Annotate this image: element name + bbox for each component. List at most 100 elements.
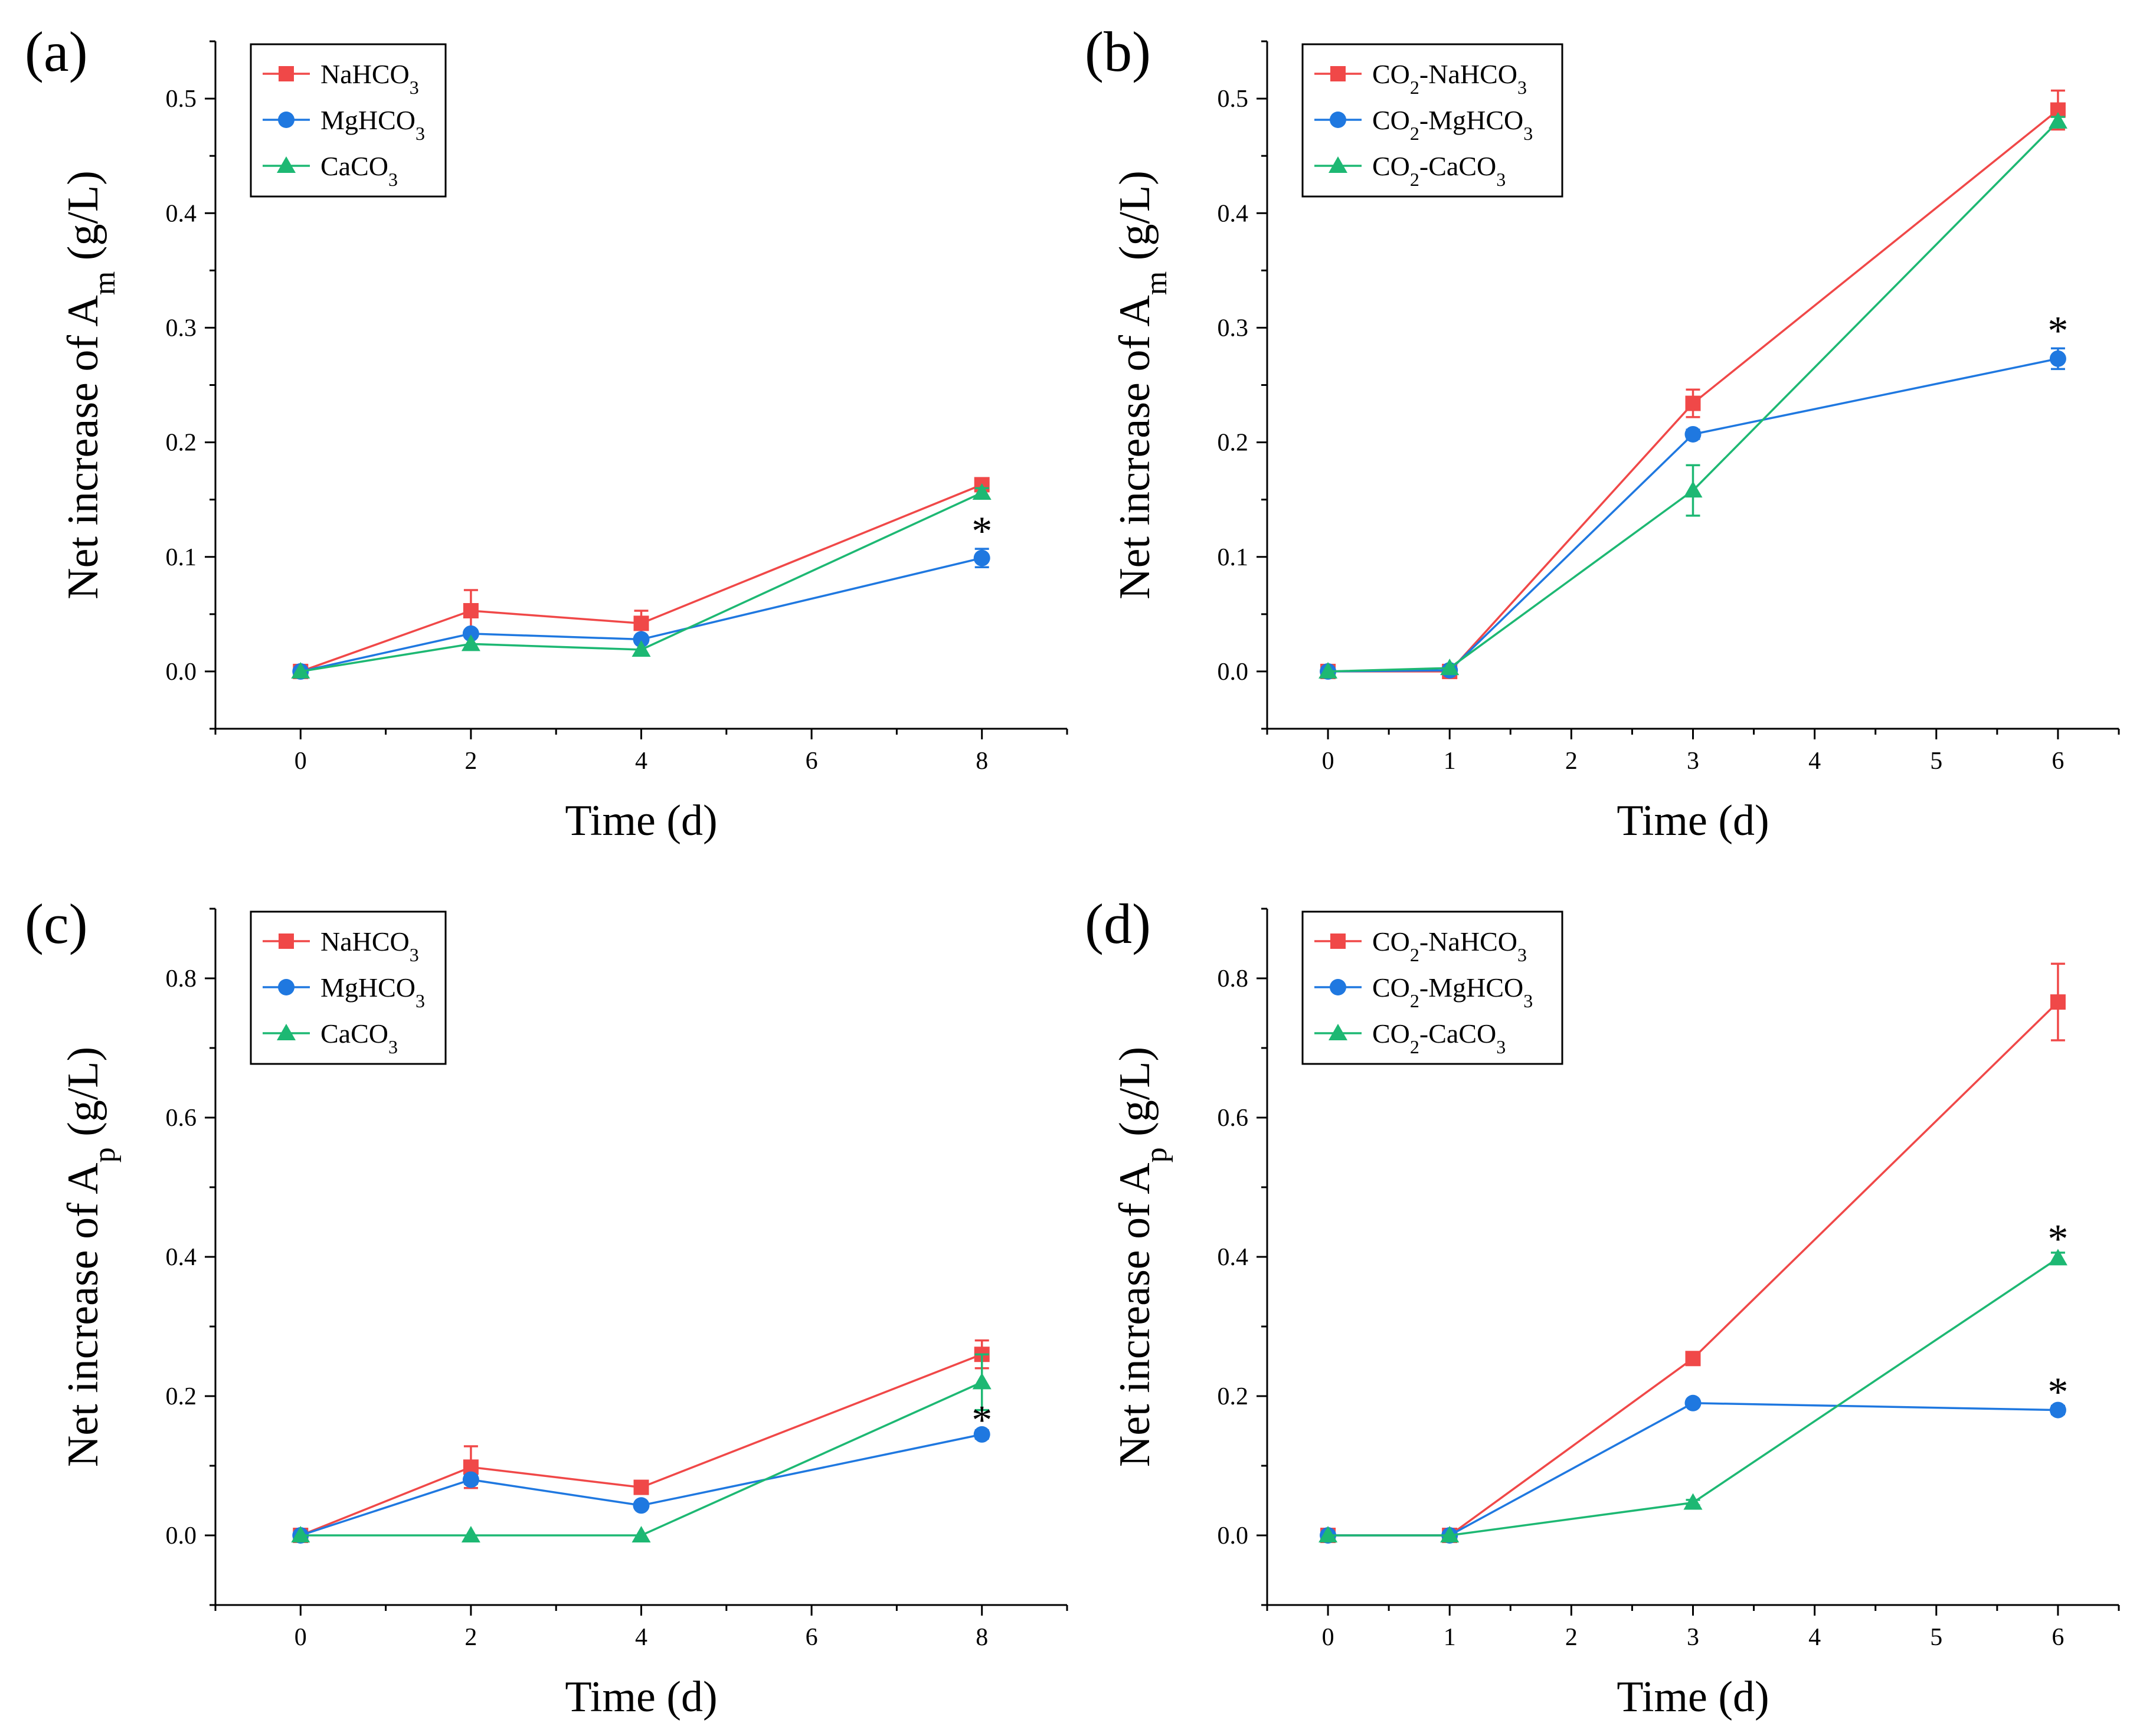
series-line [300,556,983,673]
data-point [1440,1526,1460,1542]
legend-item-MgHCO3: CO2-MgHCO3 [1314,972,1533,1011]
legend-marker [278,112,295,128]
panel-label: (c) [25,892,88,955]
y-tick-label: 0.0 [1218,1522,1249,1550]
legend-item-MgHCO3: MgHCO3 [263,105,425,144]
y-tick-label: 0.6 [1218,1105,1249,1132]
y-tick-label: 0.1 [166,544,197,571]
data-point [973,549,990,566]
x-tick-label: 5 [1930,748,1942,775]
data-point [633,1497,650,1514]
x-tick-label: 3 [1687,748,1699,775]
significance-marker: * [971,509,992,554]
legend-label: CaCO3 [320,151,398,190]
series-CaCO3 [291,483,992,679]
y-tick-label: 0.6 [166,1105,197,1132]
data-point [2050,994,2066,1010]
data-point [2049,350,2066,367]
series-line [300,1433,983,1537]
series-CaCO3 [1318,112,2067,679]
data-point [461,634,480,651]
legend-label: CO2-NaHCO3 [1372,926,1527,965]
legend-marker [1329,1024,1347,1040]
panel-d: (d) 0 1 2 3 4 5 6 0.0 0.2 0.4 0.6 0.8 Time (d) Net inc… [1085,892,2120,1721]
legend-item-MgHCO3: CO2-MgHCO3 [1314,105,1533,144]
series-CaCO3 [1318,1249,2067,1542]
x-tick-label: 2 [1565,1624,1578,1651]
y-tick-label: 0.8 [1218,965,1249,993]
legend-marker [279,933,294,949]
x-axis-title: Time (d) [565,1673,717,1721]
x-tick-label: 8 [976,1624,988,1651]
series-line [300,492,983,673]
panel-a: (a) 0 2 4 6 8 0.0 0.1 0.2 0.3 0.4 0.5 Time (d) Net in… [25,20,1068,845]
y-tick-label: 0.8 [166,965,197,993]
x-tick-label: 5 [1930,1624,1942,1651]
y-axis-title: Net increase of Am (g/L) [59,171,122,600]
y-tick-label: 0.3 [166,315,197,342]
y-tick-label: 0.2 [166,430,197,457]
y-tick-label: 0.0 [166,1522,197,1550]
x-tick-label: 4 [635,748,647,775]
x-tick-label: 6 [2052,748,2064,775]
x-axis-title: Time (d) [1617,797,1769,845]
y-tick-label: 0.0 [1218,659,1249,686]
data-point [633,615,649,631]
data-point [291,1526,310,1542]
series-line [300,1381,983,1537]
x-tick-label: 6 [806,1624,818,1651]
data-point [461,1526,480,1542]
series-line [1328,1402,2058,1537]
legend-marker [278,979,295,995]
y-tick-label: 0.5 [166,86,197,113]
data-point [462,1471,479,1488]
series-line [1328,358,2059,673]
x-tick-label: 1 [1444,1624,1456,1651]
data-point [633,631,650,648]
data-point [1318,661,1338,679]
data-point [1685,395,1701,411]
y-axis-title: Net increase of Am (g/L) [1111,171,1173,600]
x-tick-label: 1 [1444,748,1456,775]
legend-item-NaHCO3: NaHCO3 [263,926,419,965]
significance-marker: * [971,1397,992,1443]
data-point [463,603,479,619]
x-tick-label: 4 [1808,748,1821,775]
x-tick-label: 0 [1322,748,1334,775]
series-MgHCO3 [1320,1394,2066,1544]
data-point [633,1479,649,1495]
y-tick-label: 0.2 [1218,430,1249,457]
x-tick-label: 6 [2052,1624,2064,1651]
legend-item-NaHCO3: CO2-NaHCO3 [1314,59,1527,98]
panel-label: (b) [1085,20,1151,83]
x-tick-label: 0 [295,748,307,775]
y-tick-label: 0.0 [166,659,197,686]
legend-label: CO2-MgHCO3 [1372,972,1533,1011]
x-tick-label: 2 [1565,748,1578,775]
data-point [972,1373,992,1390]
y-tick-label: 0.4 [166,200,197,227]
legend-marker [277,156,296,173]
y-tick-label: 0.5 [1218,86,1249,113]
legend-item-NaHCO3: CO2-NaHCO3 [1314,926,1527,965]
y-tick-label: 0.2 [1218,1383,1249,1410]
legend-marker [279,66,294,81]
x-tick-label: 2 [464,1624,477,1651]
legend-marker [1330,112,1346,128]
data-point [462,625,479,642]
significance-marker: * [2047,1217,2068,1262]
data-point [632,1526,651,1542]
panel-label: (a) [25,20,88,83]
x-tick-label: 0 [1322,1624,1334,1651]
data-point [2048,1249,2067,1266]
data-point [1685,1351,1701,1367]
data-point [1684,1394,1702,1411]
series-line [1328,1001,2059,1537]
x-tick-label: 8 [976,748,988,775]
x-tick-label: 3 [1687,1624,1699,1651]
data-point [972,483,992,500]
significance-marker: * [2047,1370,2068,1415]
series-line [300,483,983,673]
y-tick-label: 0.3 [1218,315,1249,342]
legend-label: CaCO3 [320,1018,398,1057]
